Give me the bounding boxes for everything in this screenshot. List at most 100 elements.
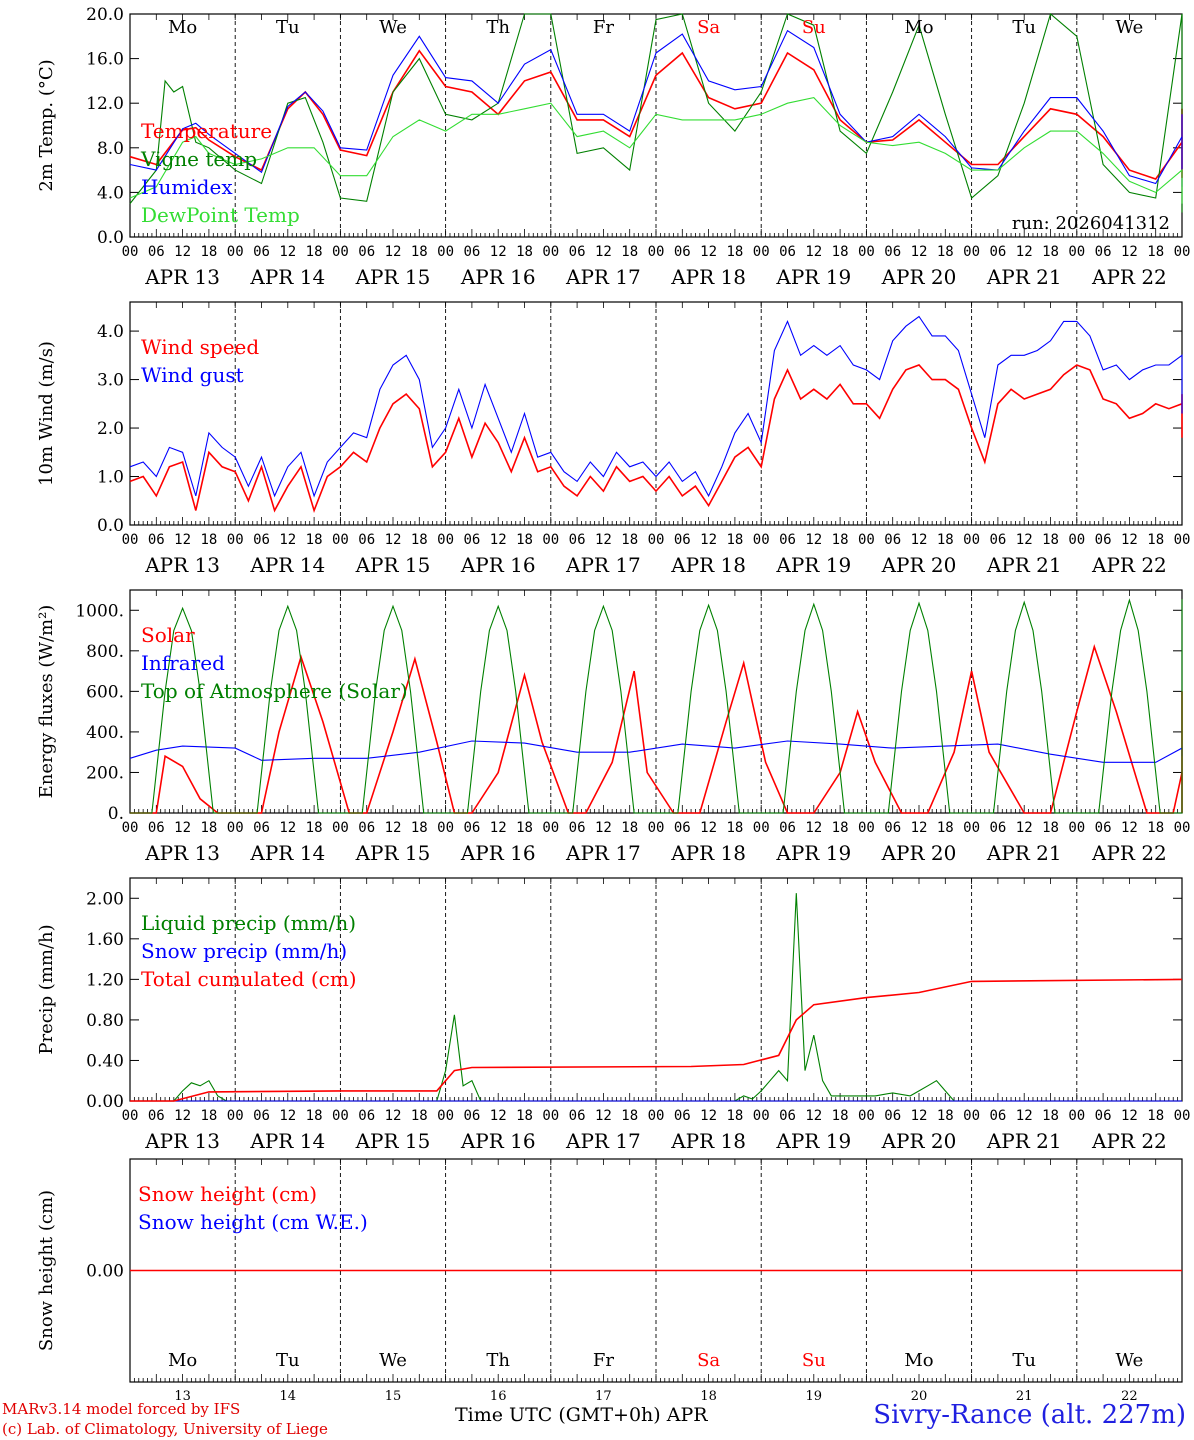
date-label: APR 15 — [355, 265, 431, 289]
hour-label: 12 — [279, 820, 296, 836]
hour-label: 18 — [306, 1108, 323, 1124]
hour-label: 00 — [332, 532, 349, 548]
date-label: APR 13 — [144, 841, 220, 865]
hour-label: 12 — [595, 820, 612, 836]
hour-label: 06 — [674, 532, 691, 548]
hour-label: 06 — [884, 820, 901, 836]
hour-label: 18 — [621, 532, 638, 548]
hour-label: 06 — [674, 244, 691, 260]
date-label: APR 21 — [986, 841, 1062, 865]
date-label: APR 20 — [881, 553, 957, 577]
date-label: APR 22 — [1091, 265, 1167, 289]
hour-label: 18 — [1147, 532, 1164, 548]
hour-label: 18 — [832, 820, 849, 836]
hour-label: 06 — [884, 532, 901, 548]
hour-label: 18 — [937, 532, 954, 548]
hour-label: 12 — [490, 532, 507, 548]
y-tick-label: 0.00 — [86, 1092, 124, 1112]
day-of-week-label: Fr — [593, 17, 614, 38]
hour-label: 18 — [411, 820, 428, 836]
hour-label: 18 — [726, 244, 743, 260]
day-of-week-label: Tu — [276, 17, 300, 38]
date-label: APR 20 — [881, 265, 957, 289]
hour-label: 06 — [779, 244, 796, 260]
hour-label: 12 — [911, 532, 928, 548]
hour-label: 00 — [648, 532, 665, 548]
hour-label: 18 — [306, 820, 323, 836]
location-title: Sivry-Rance (alt. 227m) — [873, 1400, 1186, 1430]
hour-label: 18 — [411, 1108, 428, 1124]
day-of-week-label: Su — [802, 1350, 826, 1371]
hour-label: 12 — [911, 820, 928, 836]
hour-label: 00 — [332, 820, 349, 836]
y-tick-label: 0.80 — [86, 1011, 124, 1031]
series-line — [129, 29, 1183, 187]
hour-label: 00 — [753, 532, 770, 548]
hour-label: 18 — [1042, 1108, 1059, 1124]
hour-label: 06 — [253, 244, 270, 260]
y-axis-label: Precip (mm/h) — [36, 924, 57, 1054]
hour-label: 06 — [463, 532, 480, 548]
hour-label: 18 — [411, 244, 428, 260]
panel-1: 0.0 4.0 8.0 12.0 16.0 20.0 2m Temp. (°C) 00 06 12… — [36, 5, 1190, 289]
day-of-week-label: Mo — [904, 17, 933, 38]
hour-label: 00 — [858, 532, 875, 548]
hour-label: 06 — [148, 1108, 165, 1124]
hour-label: 12 — [490, 1108, 507, 1124]
y-tick-label: 0.0 — [97, 228, 124, 248]
day-number-label: 17 — [595, 1389, 612, 1404]
date-label: APR 18 — [670, 553, 746, 577]
date-label: APR 21 — [986, 265, 1062, 289]
hour-label: 00 — [1174, 244, 1191, 260]
hour-label: 18 — [726, 820, 743, 836]
date-label: APR 19 — [775, 1129, 851, 1153]
hour-label: 06 — [569, 532, 586, 548]
hour-label: 18 — [937, 244, 954, 260]
legend-entry: Top of Atmosphere (Solar) — [141, 679, 408, 703]
hour-label: 00 — [648, 244, 665, 260]
hour-label: 06 — [463, 244, 480, 260]
hour-label: 12 — [385, 1108, 402, 1124]
day-of-week-label: We — [379, 17, 407, 38]
hour-label: 00 — [753, 244, 770, 260]
hour-label: 18 — [937, 1108, 954, 1124]
hour-label: 00 — [858, 1108, 875, 1124]
hour-label: 12 — [1016, 1108, 1033, 1124]
y-tick-label: 800. — [86, 642, 124, 662]
hour-label: 12 — [700, 1108, 717, 1124]
y-tick-label: 400. — [86, 723, 124, 743]
date-label: APR 20 — [881, 841, 957, 865]
hour-label: 00 — [542, 244, 559, 260]
hour-label: 12 — [700, 244, 717, 260]
series-line — [129, 96, 1183, 204]
y-axis-label: Snow height (cm) — [36, 1190, 57, 1351]
y-axis-label: Energy fluxes (W/m²) — [36, 605, 57, 799]
day-of-week-label: Tu — [1012, 1350, 1036, 1371]
day-of-week-label: Th — [486, 17, 510, 38]
hour-label: 12 — [279, 1108, 296, 1124]
date-label: APR 13 — [144, 553, 220, 577]
hour-label: 06 — [989, 244, 1006, 260]
date-label: APR 14 — [249, 553, 325, 577]
hour-label: 00 — [227, 1108, 244, 1124]
y-tick-label: 1000. — [75, 601, 124, 621]
hour-label: 06 — [779, 1108, 796, 1124]
date-label: APR 18 — [670, 841, 746, 865]
hour-label: 12 — [279, 532, 296, 548]
day-number-label: 20 — [911, 1389, 928, 1404]
hour-label: 06 — [253, 1108, 270, 1124]
hour-label: 06 — [779, 532, 796, 548]
day-of-week-label: We — [1116, 17, 1144, 38]
day-of-week-label: Sa — [697, 1350, 720, 1371]
day-number-label: 16 — [490, 1389, 507, 1404]
day-number-label: 19 — [806, 1389, 823, 1404]
date-label: APR 20 — [881, 1129, 957, 1153]
day-of-week-label: Su — [802, 17, 826, 38]
hour-label: 06 — [989, 820, 1006, 836]
y-tick-label: 1.0 — [97, 468, 124, 488]
hour-label: 18 — [200, 1108, 217, 1124]
hour-label: 12 — [595, 532, 612, 548]
hour-label: 00 — [437, 244, 454, 260]
run-label: run: 2026041312 — [1012, 213, 1170, 234]
hour-label: 06 — [463, 1108, 480, 1124]
